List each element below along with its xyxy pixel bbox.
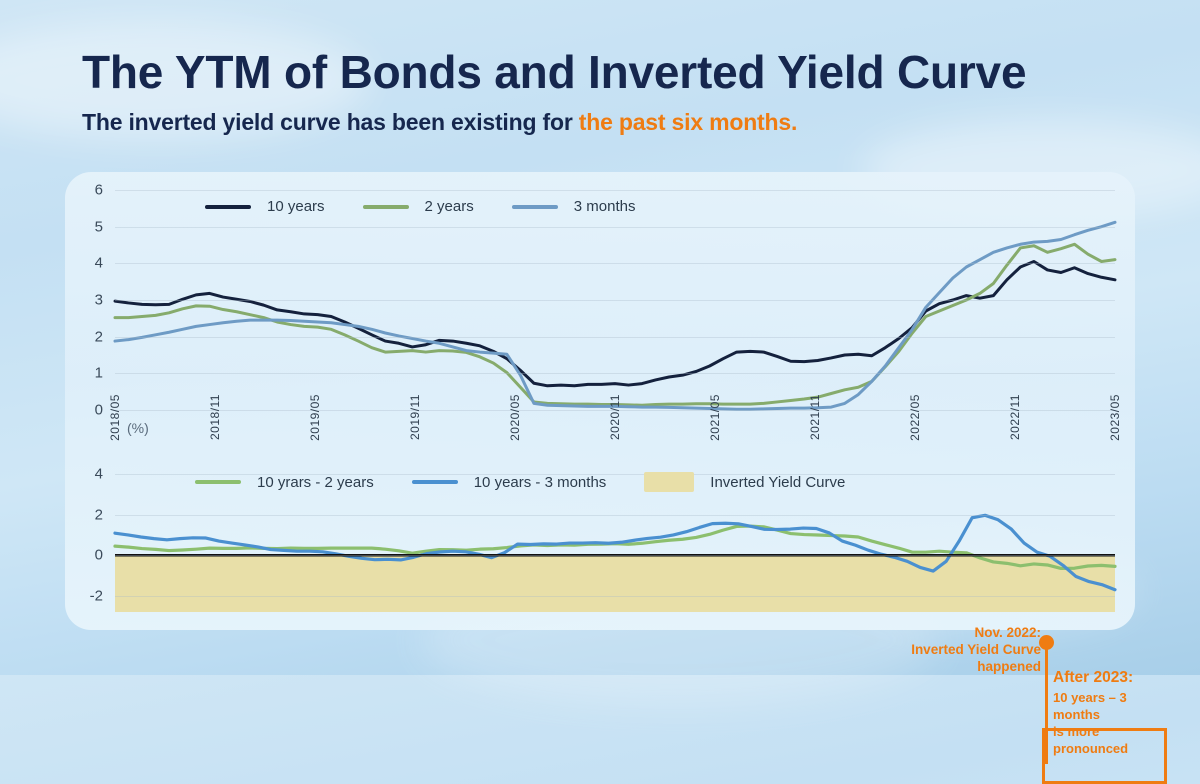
page-title: The YTM of Bonds and Inverted Yield Curv… [82, 48, 1142, 97]
bottom-chart-legend: 10 yrars - 2 years 10 years - 3 months Inv… [195, 472, 883, 492]
x-axis-tick-label: 2023/05 [1108, 394, 1122, 441]
legend-swatch-icon [412, 480, 458, 484]
top-chart-plot-area: 0123456 [115, 190, 1115, 410]
legend-label: 10 years - 3 months [474, 474, 607, 491]
x-axis-tick-label: 2019/05 [308, 394, 322, 441]
y-axis-tick-label: 6 [73, 182, 103, 199]
annotation-nov-line3: happened [901, 658, 1041, 675]
legend-item[interactable]: 10 yrars - 2 years [195, 474, 374, 491]
inverted-yield-curve-band [115, 555, 1115, 612]
legend-item[interactable]: 10 years - 3 months [412, 474, 607, 491]
x-axis-tick-label: 2021/11 [808, 394, 822, 440]
gridline [115, 555, 1115, 556]
gridline [115, 515, 1115, 516]
gridline [115, 337, 1115, 338]
x-axis-tick-label: 2020/11 [608, 394, 622, 440]
subtitle-plain-text: The inverted yield curve has been existi… [82, 109, 579, 135]
gridline [115, 227, 1115, 228]
gridline [115, 300, 1115, 301]
gridline [115, 190, 1115, 191]
y-axis-tick-label: 0 [73, 402, 103, 419]
subtitle-highlight-text: the past six months. [579, 109, 797, 135]
legend-swatch-icon [205, 205, 251, 209]
legend-label: 2 years [425, 198, 474, 215]
top-chart-legend: 10 years 2 years 3 months [205, 198, 673, 215]
x-axis-tick-label: 2021/05 [708, 394, 722, 441]
x-axis-tick-label: 2018/05 [108, 394, 122, 441]
gridline [115, 263, 1115, 264]
legend-label: 10 yrars - 2 years [257, 474, 374, 491]
legend-label: 10 years [267, 198, 325, 215]
legend-swatch-icon [363, 205, 409, 209]
y-axis-tick-label: -2 [73, 587, 103, 604]
annotation-nov-line2: Inverted Yield Curve [901, 641, 1041, 658]
page-subtitle: The inverted yield curve has been existi… [82, 109, 1142, 136]
header: The YTM of Bonds and Inverted Yield Curv… [82, 48, 1142, 136]
data-series-line [115, 222, 1115, 409]
top-chart-x-axis: 2018/052018/112019/052019/112020/052020/… [115, 394, 1115, 454]
annotation-nov-2022: Nov. 2022: Inverted Yield Curve happened [901, 624, 1041, 675]
highlight-box-after-2023 [1042, 728, 1167, 784]
legend-item[interactable]: 10 years [205, 198, 325, 215]
y-axis-tick-label: 0 [73, 547, 103, 564]
legend-swatch-icon [195, 480, 241, 484]
annotation-after-line2: 10 years – 3 months [1053, 690, 1135, 724]
y-axis-tick-label: 2 [73, 328, 103, 345]
x-axis-tick-label: 2020/05 [508, 394, 522, 441]
legend-label: Inverted Yield Curve [710, 474, 845, 491]
legend-label: 3 months [574, 198, 636, 215]
x-axis-tick-label: 2019/11 [408, 394, 422, 440]
annotation-nov-line1: Nov. 2022: [901, 624, 1041, 641]
annotation-after-line1: After 2023: [1053, 668, 1135, 688]
y-axis-tick-label: 1 [73, 365, 103, 382]
legend-item-inverted-yield-curve[interactable]: Inverted Yield Curve [644, 472, 845, 492]
x-axis-tick-label: 2022/05 [908, 394, 922, 441]
legend-item[interactable]: 2 years [363, 198, 474, 215]
legend-swatch-icon [644, 472, 694, 492]
chart-card: 0123456 10 years2 years3 months (%) 2018… [65, 172, 1135, 630]
y-axis-tick-label: 5 [73, 218, 103, 235]
y-axis-tick-label: 4 [73, 255, 103, 272]
x-axis-tick-label: 2018/11 [208, 394, 222, 440]
gridline [115, 596, 1115, 597]
y-axis-tick-label: 2 [73, 506, 103, 523]
legend-swatch-icon [512, 205, 558, 209]
x-axis-tick-label: 2022/11 [1008, 394, 1022, 440]
y-axis-tick-label: 3 [73, 292, 103, 309]
data-series-line [115, 262, 1115, 386]
gridline [115, 373, 1115, 374]
y-axis-tick-label: 4 [73, 466, 103, 483]
legend-item[interactable]: 3 months [512, 198, 636, 215]
